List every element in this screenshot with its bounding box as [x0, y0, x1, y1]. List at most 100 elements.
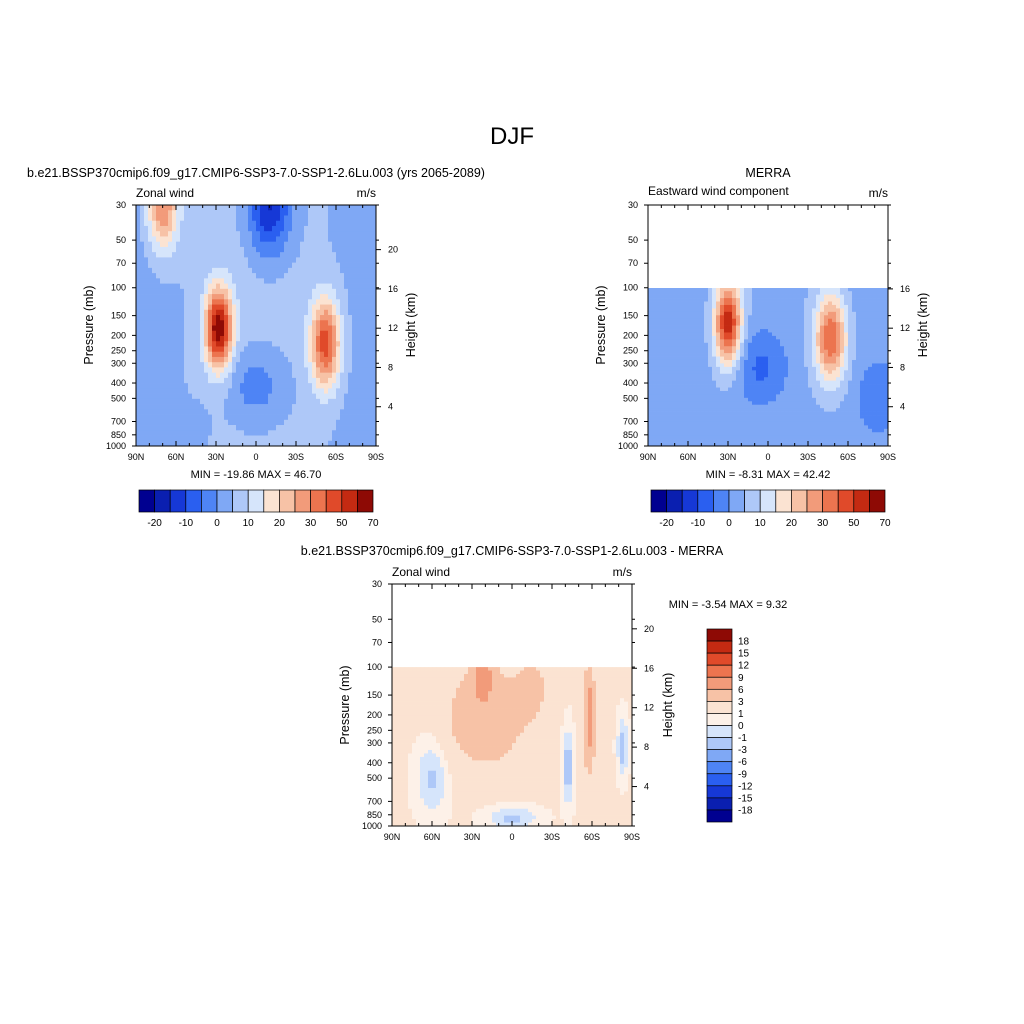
colorbar-label: 0 [214, 518, 220, 529]
contour-cell [220, 257, 225, 263]
contour-cell [352, 205, 357, 211]
contour-cell [740, 370, 745, 375]
contour-cell [664, 394, 669, 399]
contour-cell [136, 367, 141, 373]
contour-cell [288, 330, 293, 337]
contour-cell [704, 442, 709, 446]
contour-cell [760, 304, 765, 309]
contour-cell [752, 363, 757, 368]
contour-cell [716, 353, 721, 357]
contour-cell [272, 425, 277, 431]
contour-cell [816, 432, 821, 437]
contour-cell [364, 283, 369, 290]
contour-cell [224, 236, 229, 243]
contour-cell [724, 315, 729, 320]
contour-cell [220, 362, 225, 368]
contour-cell [268, 246, 273, 253]
contour-cell [168, 320, 173, 326]
contour-cell [368, 398, 373, 405]
contour-cell [692, 432, 697, 437]
contour-cell [780, 339, 785, 344]
contour-cell [760, 339, 765, 344]
contour-cell [704, 308, 709, 313]
contour-cell [192, 320, 197, 326]
contour-cell [696, 397, 701, 402]
contour-cell [356, 252, 361, 258]
contour-cell [240, 294, 245, 300]
contour-cell [700, 401, 705, 406]
contour-cell [172, 414, 177, 421]
contour-cell [688, 411, 693, 416]
contour-cell [164, 440, 169, 446]
contour-cell [784, 401, 789, 406]
contour-cell [316, 341, 321, 347]
contour-cell [648, 301, 653, 306]
contour-cell [156, 341, 161, 347]
contour-cell [280, 257, 285, 263]
contour-cell [348, 278, 353, 284]
contour-cell [268, 205, 273, 211]
contour-cell [248, 267, 253, 274]
contour-cell [184, 346, 189, 353]
contour-cell [268, 278, 273, 284]
contour-cell [736, 304, 741, 309]
contour-cell [716, 329, 721, 333]
contour-cell [276, 398, 281, 405]
contour-cell [280, 315, 285, 321]
contour-cell [216, 356, 221, 363]
contour-cell [220, 315, 225, 321]
contour-cell [688, 401, 693, 406]
contour-cell [316, 425, 321, 431]
contour-cell [204, 435, 209, 442]
contour-cell [776, 301, 781, 306]
contour-cell [356, 335, 361, 342]
contour-cell [212, 393, 217, 400]
contour-cell [668, 418, 673, 423]
contour-cell [776, 298, 781, 302]
contour-cell [244, 409, 249, 415]
contour-cell [732, 411, 737, 416]
contour-cell [716, 308, 721, 313]
contour-cell [800, 335, 805, 340]
contour-cell [348, 231, 353, 237]
contour-cell [320, 236, 325, 243]
contour-cell [740, 342, 745, 347]
contour-cell [828, 304, 833, 309]
contour-cell [236, 356, 241, 363]
contour-cell [276, 356, 281, 363]
contour-cell [652, 435, 657, 440]
contour-cell [828, 387, 833, 392]
contour-cell [708, 315, 713, 320]
contour-cell [780, 298, 785, 302]
contour-cell [328, 294, 333, 300]
contour-cell [828, 397, 833, 402]
contour-cell [740, 380, 745, 385]
contour-cell [788, 411, 793, 416]
contour-cell [676, 301, 681, 306]
contour-cell [268, 210, 273, 216]
contour-cell [176, 205, 181, 211]
contour-cell [284, 220, 289, 227]
contour-cell [700, 349, 705, 354]
contour-cell [268, 383, 273, 389]
contour-cell [160, 288, 165, 295]
contour-cell [748, 404, 753, 409]
contour-cell [720, 298, 725, 302]
contour-cell [776, 377, 781, 381]
contour-cell [236, 309, 241, 316]
contour-cell [752, 380, 757, 385]
contour-cell [276, 225, 281, 232]
contour-cell [820, 394, 825, 399]
contour-cell [188, 409, 193, 415]
contour-cell [196, 299, 201, 305]
contour-cell [756, 380, 761, 385]
contour-cell [216, 430, 221, 436]
contour-cell [176, 273, 181, 279]
contour-cell [700, 359, 705, 364]
contour-cell [796, 425, 801, 430]
contour-cell [348, 283, 353, 290]
contour-cell [228, 419, 233, 426]
contour-cell [372, 367, 376, 373]
contour-cell [744, 291, 749, 295]
contour-cell [292, 257, 297, 263]
